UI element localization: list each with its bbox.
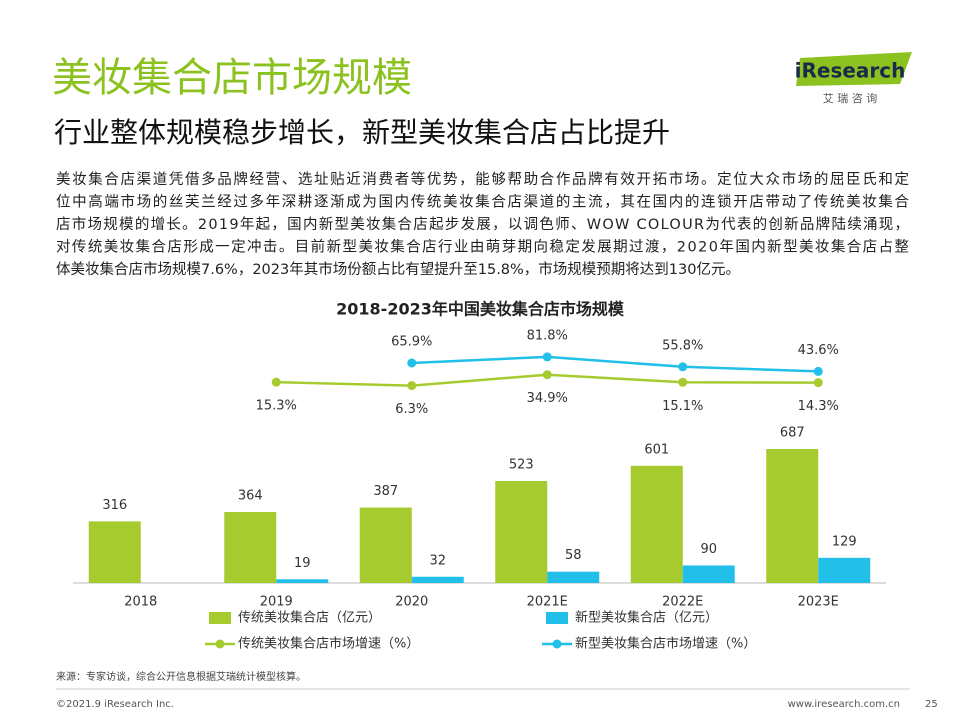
page-number: 25 <box>925 699 938 710</box>
paragraph-line: 位中高端市场的丝芙兰经过多年深耕逐渐成为国内传统美妆集合店渠道的主流，其在国内的… <box>56 193 910 211</box>
source: 来源：专家访谈，综合公开信息根据艾瑞统计模型核算。 <box>56 670 306 683</box>
bar-label: 687 <box>780 426 805 441</box>
line-label: 15.3% <box>256 399 297 414</box>
legend-swatch-dot <box>215 639 225 649</box>
bar-label: 523 <box>509 458 534 473</box>
legend-label: 新型美妆集合店市场增速（%） <box>575 636 756 652</box>
paragraph-line: 店市场规模的增长。2019年起，国内新型美妆集合店起步发展，以调色师、WOW C… <box>56 216 909 233</box>
bar-label: 90 <box>700 542 717 557</box>
url: www.iresearch.com.cn <box>788 699 900 710</box>
bar <box>224 512 277 583</box>
line-label: 14.3% <box>798 399 839 414</box>
bar <box>411 576 464 583</box>
x-tick-label: 2021E <box>527 595 568 610</box>
bar-label: 58 <box>565 548 582 563</box>
line-point <box>678 377 688 387</box>
line-point <box>813 378 823 388</box>
x-tick-label: 2019 <box>260 595 293 610</box>
paragraph-line: 对传统美妆集合店形成一定冲击。目前新型美妆集合店行业由萌芽期向稳定发展期过渡，2… <box>56 239 909 256</box>
paragraph-line: 美妆集合店渠道凭借多品牌经营、选址贴近消费者等优势，能够帮助合作品牌有效开拓市场… <box>56 170 909 188</box>
bar-label: 364 <box>238 489 263 504</box>
line-label: 81.8% <box>527 328 568 343</box>
slide-subtitle: 行业整体规模稳步增长，新型美妆集合店占比提升 <box>54 116 670 149</box>
line-point <box>678 362 688 372</box>
line-point <box>407 381 417 391</box>
legend-label: 新型美妆集合店（亿元） <box>575 610 718 626</box>
x-tick-label: 2022E <box>662 595 703 610</box>
logo: iResearch <box>795 59 906 83</box>
legend-label: 传统美妆集合店市场增速（%） <box>238 636 419 652</box>
line-label: 6.3% <box>395 402 428 417</box>
line-point <box>542 352 552 362</box>
slide-title: 美妆集合店市场规模 <box>52 55 412 101</box>
logo-sub: 艾 瑞 咨 询 <box>823 91 878 105</box>
paragraph-line: 体美妆集合店市场规模7.6%，2023年其市场份额占比有望提升至15.8%，市场… <box>56 261 740 278</box>
line <box>411 355 819 373</box>
legend-swatch <box>546 612 568 624</box>
line-point <box>813 366 823 376</box>
bar-label: 32 <box>429 553 446 568</box>
line-label: 43.6% <box>798 343 839 358</box>
line-label: 65.9% <box>391 334 432 349</box>
bar <box>495 481 548 583</box>
bar-label: 129 <box>832 534 857 549</box>
bar-label: 316 <box>102 498 127 513</box>
x-tick-label: 2023E <box>798 595 839 610</box>
bar <box>766 449 819 583</box>
bar <box>276 579 329 583</box>
bar <box>682 565 735 583</box>
bar-label: 387 <box>373 484 398 499</box>
chart-title: 2018-2023年中国美妆集合店市场规模 <box>336 300 625 319</box>
line-label: 55.8% <box>662 338 703 353</box>
line-label: 34.9% <box>527 391 568 406</box>
bar <box>359 507 412 583</box>
legend-swatch <box>209 612 231 624</box>
bar <box>547 571 600 583</box>
line-point <box>271 377 281 387</box>
legend-label: 传统美妆集合店（亿元） <box>238 610 381 626</box>
line-point <box>542 370 552 380</box>
bar-label: 601 <box>644 442 669 457</box>
bar <box>818 557 871 583</box>
x-tick-label: 2020 <box>395 595 428 610</box>
bar-label: 19 <box>294 556 311 571</box>
line-point <box>407 358 417 368</box>
legend-swatch-dot <box>552 639 562 649</box>
x-tick-label: 2018 <box>124 595 157 610</box>
bar <box>88 521 141 583</box>
logo-shape <box>796 52 912 86</box>
bar <box>630 465 683 583</box>
copyright: ©2021.9 iResearch Inc. <box>56 699 174 710</box>
line-label: 15.1% <box>662 399 703 414</box>
